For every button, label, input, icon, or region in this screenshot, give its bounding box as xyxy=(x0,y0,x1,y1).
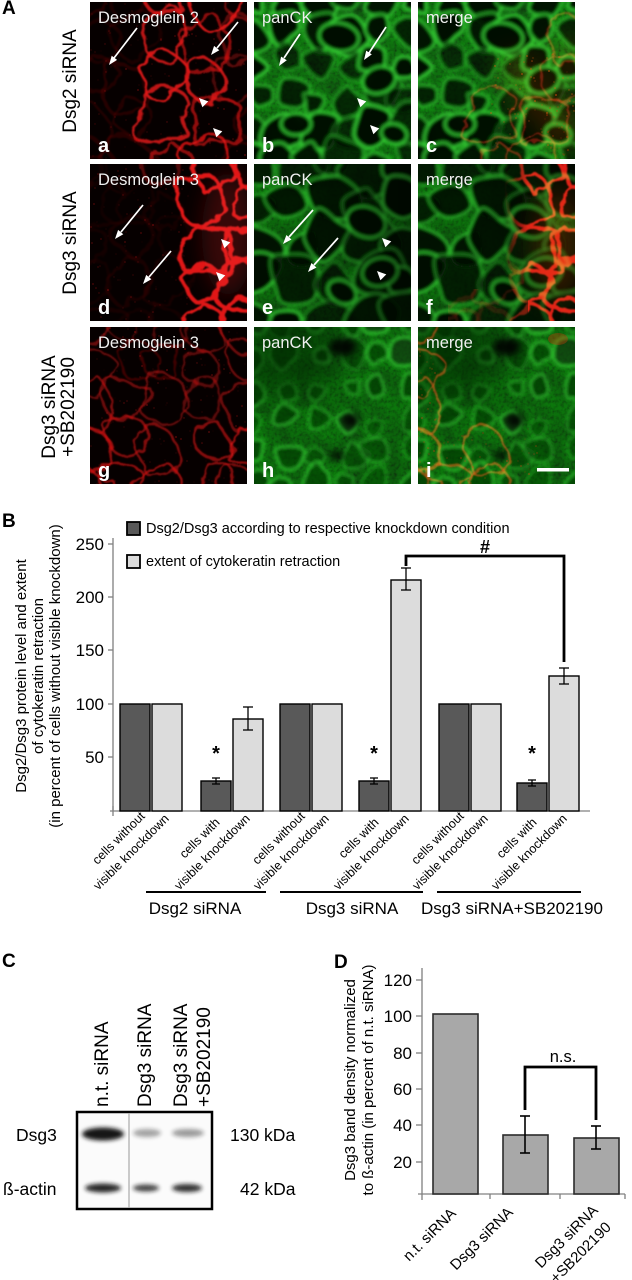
svg-text:f: f xyxy=(426,297,433,319)
svg-text:*: * xyxy=(370,743,378,765)
svg-text:extent of cytokeratin retracti: extent of cytokeratin retraction xyxy=(146,554,340,570)
svg-text:merge: merge xyxy=(426,171,473,189)
svg-text:Dsg2 siRNA: Dsg2 siRNA xyxy=(149,899,242,918)
svg-text:Dsg3 siRNA: Dsg3 siRNA xyxy=(171,1003,192,1107)
svg-text:Dsg3 siRNA: Dsg3 siRNA xyxy=(135,1003,156,1107)
svg-text:Dsg3 siRNA: Dsg3 siRNA xyxy=(447,1204,517,1274)
svg-text:20: 20 xyxy=(393,1153,412,1172)
svg-text:h: h xyxy=(262,460,274,482)
svg-text:50: 50 xyxy=(85,748,104,767)
svg-text:60: 60 xyxy=(393,1080,412,1099)
svg-text:ß-actin: ß-actin xyxy=(3,1179,56,1199)
svg-text:to ß-actin (in percent of n.t.: to ß-actin (in percent of n.t. siRNA) xyxy=(360,965,377,1196)
svg-text:e: e xyxy=(262,297,273,319)
svg-text:Dsg3: Dsg3 xyxy=(16,1125,57,1145)
svg-text:a: a xyxy=(98,135,110,157)
svg-text:150: 150 xyxy=(76,641,104,660)
svg-text:panCK: panCK xyxy=(262,171,312,189)
svg-text:250: 250 xyxy=(76,535,104,554)
svg-text:panCK: panCK xyxy=(262,334,312,352)
svg-text:100: 100 xyxy=(384,1007,412,1026)
svg-text:200: 200 xyxy=(76,588,104,607)
svg-text:n.t. siRNA: n.t. siRNA xyxy=(92,1021,113,1107)
svg-text:B: B xyxy=(2,511,16,532)
svg-text:*: * xyxy=(212,743,220,765)
svg-text:merge: merge xyxy=(426,334,473,352)
svg-text:d: d xyxy=(98,297,110,319)
svg-text:b: b xyxy=(262,135,274,157)
svg-text:#: # xyxy=(480,537,490,557)
svg-text:Dsg3 siRNA+SB202190: Dsg3 siRNA+SB202190 xyxy=(421,899,603,918)
svg-text:Desmoglein 3: Desmoglein 3 xyxy=(98,334,199,352)
svg-text:130 kDa: 130 kDa xyxy=(230,1125,295,1145)
svg-text:n.s.: n.s. xyxy=(550,1048,577,1066)
svg-text:+SB202190: +SB202190 xyxy=(194,1007,215,1107)
svg-text:of cytokeratin retraction: of cytokeratin retraction xyxy=(30,598,47,754)
svg-text:C: C xyxy=(2,951,16,972)
svg-text:i: i xyxy=(426,460,432,482)
svg-text:Dsg3 siRNA: Dsg3 siRNA xyxy=(306,899,399,918)
svg-text:Dsg2/Dsg3 according to respect: Dsg2/Dsg3 according to respective knockd… xyxy=(146,521,510,537)
svg-text:g: g xyxy=(98,460,110,482)
svg-text:40: 40 xyxy=(393,1116,412,1135)
svg-text:merge: merge xyxy=(426,9,473,27)
svg-text:120: 120 xyxy=(384,971,412,990)
svg-text:n.t. siRNA: n.t. siRNA xyxy=(400,1205,460,1265)
svg-text:42 kDa: 42 kDa xyxy=(240,1179,296,1199)
svg-text:Desmoglein 3: Desmoglein 3 xyxy=(98,171,199,189)
svg-text:Dsg3 band density normalized: Dsg3 band density normalized xyxy=(342,979,359,1181)
svg-text:Desmoglein 2: Desmoglein 2 xyxy=(98,9,199,27)
svg-text:Dsg2/Dsg3 protein level and ex: Dsg2/Dsg3 protein level and extent xyxy=(13,558,30,792)
svg-text:(in percent of cells without v: (in percent of cells without visible kno… xyxy=(47,524,64,827)
svg-text:*: * xyxy=(528,743,536,765)
svg-text:c: c xyxy=(426,135,437,157)
svg-text:panCK: panCK xyxy=(262,9,312,27)
svg-text:100: 100 xyxy=(76,695,104,714)
svg-text:D: D xyxy=(334,952,348,973)
svg-text:80: 80 xyxy=(393,1044,412,1063)
